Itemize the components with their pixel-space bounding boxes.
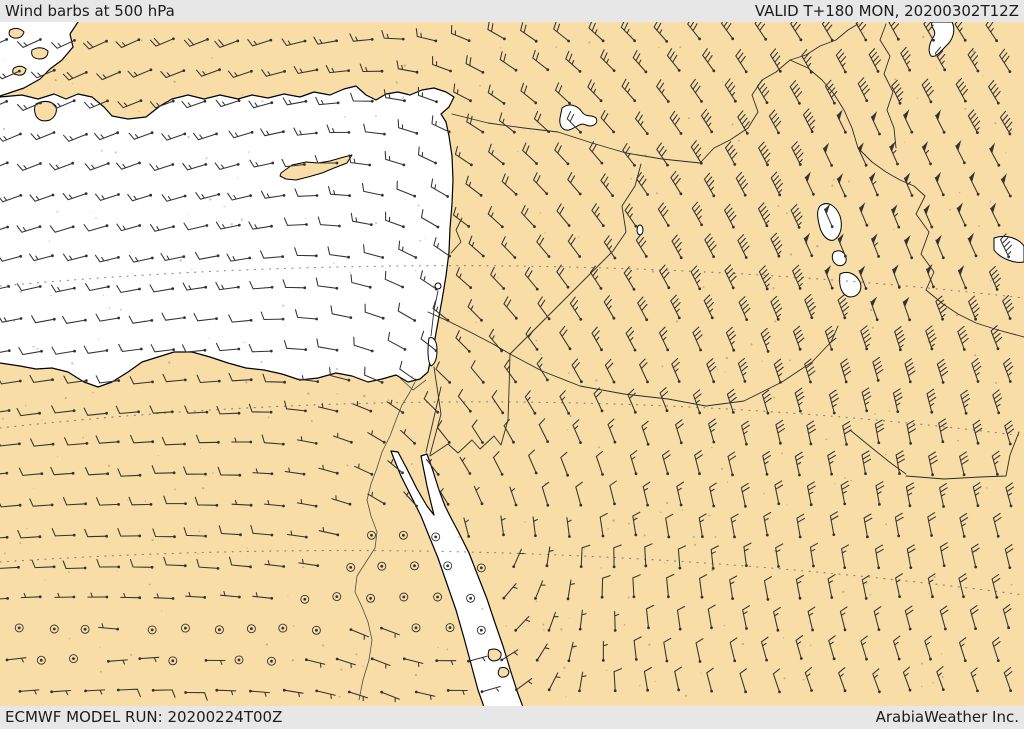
map-area: [0, 22, 1024, 706]
valid-time-label: VALID T+180 MON, 20200302T12Z: [754, 1, 1019, 20]
small-lake: [636, 224, 644, 236]
lake-urmia: [928, 22, 955, 57]
red-sea-island-2: [497, 667, 510, 678]
lake-tharthar: [817, 203, 842, 241]
lake-shapes: [427, 22, 1024, 367]
map-title: Wind barbs at 500 hPa: [5, 1, 175, 20]
latitude-line-25n: [0, 550, 1024, 596]
border-lebanon: [450, 217, 463, 254]
border-caucasus: [879, 23, 897, 149]
red-sea-island-1: [487, 648, 502, 662]
dead-sea: [427, 337, 438, 367]
nile-river: [354, 377, 427, 701]
weather-map: [0, 22, 1024, 706]
header-bar: Wind barbs at 500 hPa VALID T+180 MON, 2…: [0, 0, 1024, 22]
sea-of-galilee: [434, 282, 442, 290]
graticule-dotted-lines: [0, 265, 1024, 596]
aegean-island-2: [31, 47, 49, 60]
lake-habbaniyah: [831, 250, 847, 267]
border-jordan-saudi: [429, 353, 511, 457]
red-sea: [391, 451, 523, 706]
island-shapes: [8, 27, 510, 678]
wind-barbs-layer: [0, 22, 1015, 703]
aegean-coastline: [0, 22, 79, 97]
latitude-line-35n: [0, 265, 1024, 299]
mediterranean-sea: [0, 86, 454, 387]
latitude-line-30n: [0, 401, 1024, 437]
border-syria-iraq: [509, 163, 642, 355]
border-iraq-saudi: [509, 325, 839, 407]
country-borders: [425, 23, 1024, 480]
cyprus-island: [279, 154, 353, 181]
aegean-island-1: [8, 27, 25, 39]
barb-staffs: [0, 22, 1015, 703]
model-run-label: ECMWF MODEL RUN: 20200224T00Z: [5, 708, 283, 726]
red-sea-coastline: [390, 450, 524, 706]
border-iran-northwest: [789, 59, 1024, 338]
lake-razzaza: [839, 271, 862, 298]
calm-wind-circles: [14, 530, 486, 666]
lake-tuz: [559, 104, 598, 131]
footer-bar: ECMWF MODEL RUN: 20200224T00Z ArabiaWeat…: [0, 706, 1024, 729]
mediterranean-coastline: [0, 85, 455, 388]
border-jordan-river: [429, 290, 442, 456]
brand-label: ArabiaWeather Inc.: [875, 708, 1019, 726]
border-turkey-syria: [451, 23, 859, 164]
